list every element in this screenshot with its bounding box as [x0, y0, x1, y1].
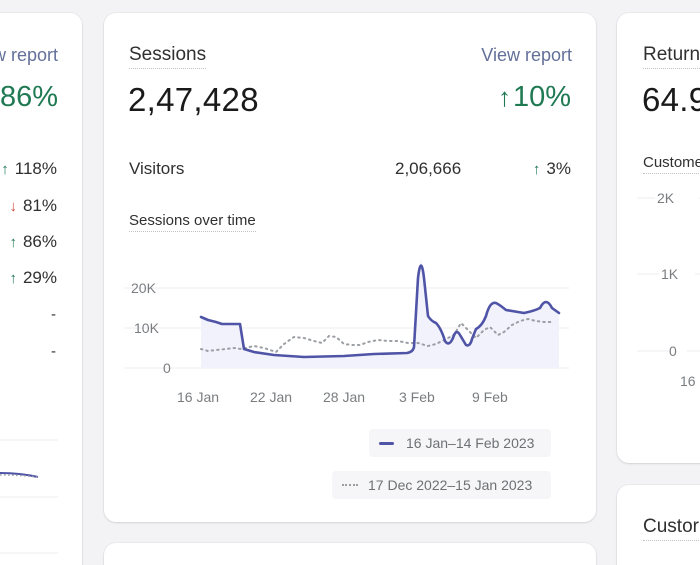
- dotted-line-swatch-icon: [342, 484, 358, 486]
- x-tick: 16 Jan: [177, 389, 220, 405]
- arrow-up-icon: ↑: [1, 161, 9, 178]
- x-tick: 3 Feb: [399, 389, 435, 405]
- arrow-up-icon: ↑: [497, 82, 511, 112]
- arrow-up-icon: ↑: [9, 234, 17, 251]
- arrow-up-icon: ↑: [532, 161, 541, 178]
- returning-customer-card: Return 64.9 Custome 2K 1K 0 16: [617, 13, 700, 463]
- x-tick: 16: [680, 373, 696, 389]
- y-tick: 0: [669, 343, 677, 359]
- breakdown-row-empty: -: [51, 306, 56, 323]
- sessions-card: Sessions View report 2,47,428 ↑10% Visit…: [104, 13, 596, 522]
- customers-card: Custor: [617, 485, 700, 565]
- arrow-up-icon: ↑: [9, 270, 17, 287]
- breakdown-row: ↑ 29%: [9, 268, 57, 287]
- y-tick: 2K: [657, 190, 675, 206]
- conversion-card: View report 86% ↑118% ↓81% ↑86% ↑29% - -: [0, 13, 82, 565]
- chart-title: Custome: [643, 154, 700, 174]
- y-tick: 10K: [134, 320, 159, 336]
- x-tick: 28 Jan: [323, 389, 366, 405]
- sessions-change: ↑10%: [497, 81, 571, 113]
- headline-pct: 86%: [0, 81, 58, 113]
- sessions-total: 2,47,428: [128, 81, 259, 118]
- card-title: Sessions: [129, 44, 207, 69]
- legend-previous[interactable]: 17 Dec 2022–15 Jan 2023: [332, 471, 551, 499]
- y-tick: 0: [163, 360, 171, 376]
- card-title: Custor: [643, 516, 699, 541]
- arrow-down-icon: ↓: [9, 198, 17, 215]
- next-card: [104, 543, 596, 565]
- solid-line-swatch-icon: [379, 441, 394, 445]
- x-tick: 22 Jan: [250, 389, 293, 405]
- returning-rate-value: 64.9: [642, 81, 700, 118]
- visitors-value: 2,06,666: [395, 159, 462, 178]
- customers-chart: [637, 197, 700, 352]
- visitors-label: Visitors: [129, 159, 185, 178]
- breakdown-row: ↓ 81%: [9, 196, 57, 215]
- legend-current[interactable]: 16 Jan–14 Feb 2023: [369, 429, 551, 457]
- chart-title: Sessions over time: [129, 212, 256, 232]
- sessions-line-chart: [124, 258, 569, 369]
- view-report-link[interactable]: View report: [481, 45, 572, 65]
- breakdown-row: ↑ 118%: [1, 159, 57, 178]
- mini-chart: [0, 439, 58, 554]
- breakdown-row-empty: -: [51, 343, 56, 360]
- view-report-link[interactable]: View report: [0, 45, 58, 65]
- y-tick: 20K: [131, 280, 156, 296]
- x-tick: 9 Feb: [472, 389, 508, 405]
- y-tick: 1K: [661, 266, 679, 282]
- visitors-change: ↑ 3%: [532, 159, 571, 178]
- breakdown-row: ↑ 86%: [9, 232, 57, 251]
- card-title: Return: [643, 44, 700, 69]
